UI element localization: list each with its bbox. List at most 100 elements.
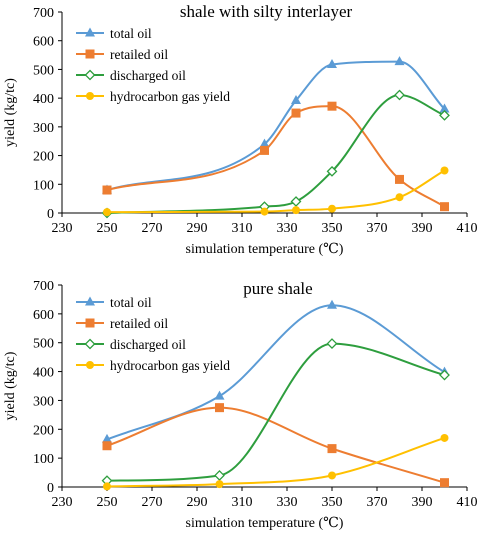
y-tick-label: 700 bbox=[33, 6, 54, 21]
x-tick-label: 290 bbox=[187, 221, 208, 236]
x-tick-label: 230 bbox=[52, 495, 73, 510]
data-point bbox=[215, 480, 224, 489]
y-tick-label: 0 bbox=[47, 207, 54, 222]
y-tick-label: 400 bbox=[33, 366, 54, 381]
y-tick-label: 600 bbox=[33, 308, 54, 323]
legend-entry: discharged oil bbox=[76, 68, 186, 83]
data-point bbox=[394, 56, 405, 66]
x-tick-label: 370 bbox=[367, 221, 388, 236]
data-point bbox=[395, 193, 404, 202]
x-axis-label: simulation temperature (℃) bbox=[186, 516, 344, 531]
x-tick-label: 410 bbox=[457, 221, 478, 236]
y-tick-label: 100 bbox=[33, 452, 54, 467]
series-line bbox=[106, 406, 445, 484]
data-point bbox=[292, 206, 300, 215]
legend-label: retailed oil bbox=[110, 316, 168, 331]
legend-entry: hydrocarbon gas yield bbox=[76, 358, 230, 373]
data-point bbox=[291, 94, 301, 104]
y-tick-label: 100 bbox=[33, 178, 54, 193]
data-point bbox=[326, 165, 338, 177]
y-tick-label: 0 bbox=[47, 481, 54, 496]
y-tick-label: 400 bbox=[33, 92, 54, 107]
x-tick-label: 270 bbox=[142, 221, 163, 236]
data-point bbox=[440, 478, 449, 488]
legend-label: hydrocarbon gas yield bbox=[110, 89, 230, 104]
legend-marker bbox=[84, 69, 96, 81]
data-point bbox=[260, 145, 269, 155]
data-point bbox=[440, 202, 449, 212]
chart-title: pure shale bbox=[243, 279, 312, 298]
data-point bbox=[214, 390, 225, 400]
data-point bbox=[215, 403, 224, 413]
legend-label: discharged oil bbox=[110, 337, 186, 352]
data-point bbox=[440, 166, 449, 175]
x-tick-label: 290 bbox=[187, 495, 208, 510]
data-point bbox=[439, 103, 450, 113]
y-axis-label: yield (kg/tc) bbox=[3, 78, 18, 147]
legend-marker bbox=[84, 338, 96, 350]
chart-title: shale with silty interlayer bbox=[180, 2, 353, 21]
x-tick-label: 350 bbox=[322, 221, 343, 236]
data-point bbox=[259, 138, 270, 148]
series-hydrocarbon-gas-yield bbox=[103, 166, 449, 217]
data-point bbox=[260, 207, 269, 216]
data-point bbox=[102, 185, 112, 195]
y-tick-label: 600 bbox=[33, 35, 54, 50]
series-line bbox=[106, 342, 445, 482]
data-point bbox=[328, 204, 336, 213]
data-point bbox=[395, 174, 404, 184]
legend-marker bbox=[85, 296, 95, 306]
x-tick-label: 270 bbox=[142, 495, 163, 510]
y-tick-label: 300 bbox=[33, 394, 54, 409]
data-point bbox=[440, 433, 449, 442]
legend-marker bbox=[85, 27, 95, 37]
x-tick-label: 370 bbox=[367, 495, 388, 510]
legend-marker bbox=[86, 92, 94, 100]
chart-bottom: 0 100 200 300 400 500 600 700 230 250 270 290 310 330… bbox=[3, 279, 478, 531]
x-tick-label: 310 bbox=[232, 495, 253, 510]
x-tick-label: 230 bbox=[52, 221, 73, 236]
data-point bbox=[327, 101, 337, 111]
legend-entry: total oil bbox=[76, 295, 152, 310]
series-retailed-oil bbox=[102, 101, 449, 212]
data-point bbox=[214, 470, 225, 481]
y-tick-label: 500 bbox=[33, 63, 54, 78]
data-point bbox=[439, 109, 450, 121]
x-tick-label: 350 bbox=[322, 495, 343, 510]
series-line bbox=[106, 105, 446, 208]
legend-marker bbox=[86, 361, 94, 369]
data-point bbox=[103, 208, 111, 217]
x-tick-label: 310 bbox=[232, 221, 253, 236]
x-axis-label: simulation temperature (℃) bbox=[186, 242, 344, 257]
data-point bbox=[328, 471, 336, 480]
y-tick-label: 300 bbox=[33, 121, 54, 136]
y-tick-label: 200 bbox=[33, 150, 54, 165]
legend-label: discharged oil bbox=[110, 68, 186, 83]
legend-entry: retailed oil bbox=[76, 47, 168, 62]
data-point bbox=[394, 89, 405, 101]
data-point bbox=[102, 433, 112, 443]
legend-entry: discharged oil bbox=[76, 337, 186, 352]
data-point bbox=[102, 441, 112, 451]
x-tick-label: 390 bbox=[412, 495, 433, 510]
legend-label: hydrocarbon gas yield bbox=[110, 358, 230, 373]
x-tick-label: 390 bbox=[412, 221, 433, 236]
x-tick-label: 410 bbox=[457, 495, 478, 510]
legend-marker bbox=[85, 318, 95, 328]
legend-label: retailed oil bbox=[110, 47, 168, 62]
data-point bbox=[326, 338, 338, 349]
series-line bbox=[106, 304, 446, 441]
y-axis-label: yield (kg/tc) bbox=[3, 351, 18, 420]
x-tick-label: 330 bbox=[277, 221, 298, 236]
x-tick-label: 330 bbox=[277, 495, 298, 510]
data-point bbox=[327, 59, 337, 69]
data-point bbox=[103, 482, 111, 491]
legend-label: total oil bbox=[110, 295, 152, 310]
data-point bbox=[327, 299, 337, 309]
data-point bbox=[327, 444, 337, 454]
legend-label: total oil bbox=[110, 26, 152, 41]
x-tick-label: 250 bbox=[97, 221, 118, 236]
chart-top: 0 100 200 300 400 500 600 700 230 250 270 290 310 330… bbox=[3, 2, 478, 257]
legend-entry: total oil bbox=[76, 26, 152, 41]
